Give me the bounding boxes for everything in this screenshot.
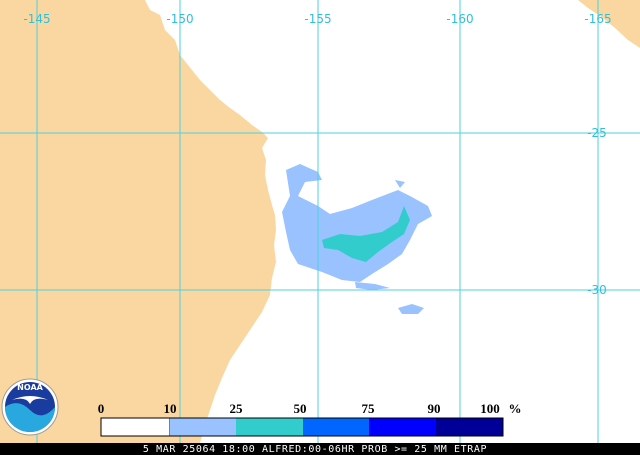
legend-swatch [369, 418, 436, 436]
noaa-logo: NOAA [1, 378, 59, 436]
footer-text: 5 MAR 25064 18:00 ALFRED:00-06HR PROB >=… [143, 444, 487, 455]
longitude-label: -150 [166, 12, 193, 26]
legend-swatch [303, 418, 369, 436]
prob-10-25 [355, 282, 390, 290]
graticule: -145 -150 -155 -160 -165 -25 -30 [0, 0, 640, 443]
legend: 0 10 25 50 75 90 100 % [98, 401, 522, 437]
legend-frame [100, 417, 504, 437]
prob-10-25 [395, 180, 405, 188]
legend-swatch [236, 418, 303, 436]
legend-label: 75 [362, 401, 376, 416]
prob-25-50 [322, 206, 410, 262]
legend-unit: % [509, 401, 522, 416]
logo-text: NOAA [17, 383, 43, 392]
longitude-label: -160 [446, 12, 473, 26]
legend-swatch [100, 417, 171, 437]
logo-gull [12, 396, 48, 404]
longitude-label: -145 [23, 12, 50, 26]
prob-10-25 [398, 304, 424, 314]
longitude-label: -155 [304, 12, 331, 26]
prob-10-25 [282, 164, 432, 282]
land [0, 0, 276, 443]
footer-band [0, 443, 640, 455]
legend-swatch [170, 418, 236, 436]
latitude-label: -25 [587, 126, 607, 140]
legend-label: 10 [164, 401, 177, 416]
latitude-label: -30 [587, 283, 607, 297]
legend-label: 25 [230, 401, 244, 416]
longitude-label: -165 [584, 12, 611, 26]
legend-label: 50 [294, 401, 307, 416]
logo-sea [5, 403, 55, 432]
legend-swatch [436, 418, 503, 436]
precip [282, 164, 432, 314]
legend-label: 90 [428, 401, 441, 416]
legend-label: 0 [98, 401, 105, 416]
land [578, 0, 640, 48]
legend-label: 100 [480, 401, 500, 416]
